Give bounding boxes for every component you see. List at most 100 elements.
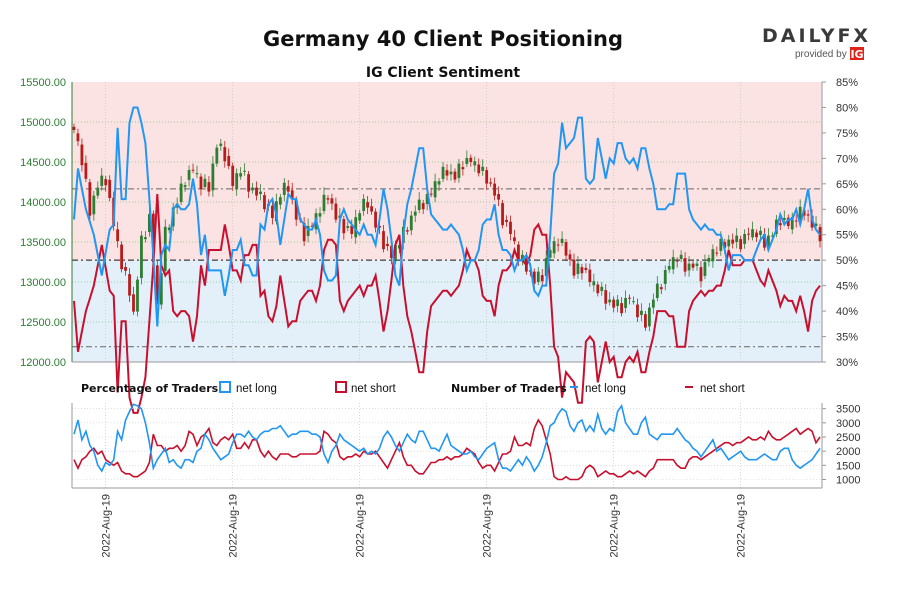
candle-body — [302, 223, 306, 242]
candle — [358, 210, 362, 224]
candle-body — [270, 205, 274, 218]
candle — [290, 182, 294, 205]
candle-body — [770, 235, 774, 237]
logo-brand: DAILYFX — [762, 25, 871, 47]
candle-body — [540, 275, 544, 282]
candle — [453, 168, 457, 183]
candle — [445, 164, 449, 181]
legend-net-short-label: net short — [351, 383, 397, 395]
ig-badge-text: IG — [850, 48, 863, 61]
candle-body — [191, 169, 195, 171]
candle-body — [667, 266, 671, 270]
candle-body — [120, 244, 124, 270]
candle — [493, 177, 497, 201]
legend-num-long-label: net long — [585, 383, 626, 395]
short-traders-line — [73, 418, 821, 481]
candle-body — [219, 143, 223, 146]
candle-body — [453, 171, 457, 180]
candle-body — [306, 226, 310, 236]
percent-axis-ticks: 30% 35% 40% 45% 50% 55% 60% 65% 70% 75% 80% 85% — [822, 77, 858, 369]
candle-body — [509, 221, 512, 234]
candle — [632, 296, 635, 305]
candle-body — [433, 181, 437, 198]
candle-body — [592, 281, 596, 286]
candle-body — [608, 299, 612, 303]
candle-body — [386, 243, 389, 246]
candle — [191, 163, 195, 174]
candle-body — [628, 297, 631, 299]
candle-body — [76, 133, 80, 142]
candle — [413, 205, 417, 222]
x-axis-label: 2022-Aug-19 — [228, 494, 240, 558]
candle — [449, 164, 453, 181]
candle — [437, 178, 441, 191]
candle-body — [691, 263, 695, 268]
candle — [552, 236, 556, 259]
candle — [72, 123, 76, 134]
price-tick-label: 15500.00 — [20, 77, 66, 89]
candle-body — [497, 194, 500, 200]
candle-body — [231, 165, 235, 186]
candle-body — [739, 239, 743, 250]
candle — [509, 215, 512, 241]
candle — [763, 228, 766, 251]
candle — [461, 161, 465, 176]
candle — [120, 241, 124, 273]
candle-body — [215, 147, 219, 164]
candle — [620, 297, 624, 317]
candle-body — [743, 234, 747, 244]
candle-body — [382, 231, 385, 250]
candle — [592, 273, 596, 292]
candle — [683, 252, 687, 277]
candle-body — [294, 199, 298, 220]
candle-body — [695, 263, 699, 266]
candle-body — [417, 199, 421, 210]
candle-body — [624, 298, 627, 308]
candle-body — [552, 241, 556, 254]
pct-tick-label: 40% — [836, 306, 858, 318]
price-tick-label: 12500.00 — [20, 317, 66, 329]
candle — [469, 154, 473, 167]
candle-body — [92, 195, 96, 215]
candle — [636, 298, 639, 322]
candle — [588, 263, 592, 287]
x-axis-label: 2022-Aug-19 — [609, 494, 621, 558]
candle-body — [437, 181, 441, 185]
candle-body — [699, 267, 703, 282]
candle-body — [104, 179, 108, 186]
candle — [144, 231, 147, 243]
candle — [580, 263, 584, 280]
candle-body — [405, 230, 409, 232]
candle-body — [782, 218, 786, 220]
count-tick-label: 3000 — [836, 418, 860, 430]
candle-body — [651, 299, 655, 308]
candle-body — [727, 239, 731, 247]
candle — [572, 253, 576, 279]
candle — [322, 187, 326, 215]
candle — [659, 283, 663, 294]
candle-body — [290, 190, 294, 200]
candle — [354, 209, 358, 244]
candle — [211, 156, 215, 197]
candle — [382, 225, 385, 253]
candle-body — [346, 226, 350, 228]
candle — [755, 229, 758, 242]
candle-body — [207, 182, 211, 192]
candle-body — [413, 211, 417, 216]
long-traders-line — [73, 403, 821, 473]
legend-net-long-label: net long — [236, 383, 277, 395]
candle-body — [338, 215, 342, 218]
candle — [282, 178, 286, 202]
candle-body — [239, 173, 243, 177]
candle-body — [584, 267, 588, 270]
candle-body — [330, 198, 334, 204]
candle-body — [755, 232, 758, 238]
candle — [104, 175, 108, 192]
candle-body — [532, 271, 536, 284]
candle-body — [211, 163, 215, 191]
candle — [501, 199, 504, 229]
candle-body — [354, 217, 358, 238]
candle-body — [640, 310, 643, 315]
count-tick-label: 2500 — [836, 432, 860, 444]
candle — [128, 268, 131, 302]
